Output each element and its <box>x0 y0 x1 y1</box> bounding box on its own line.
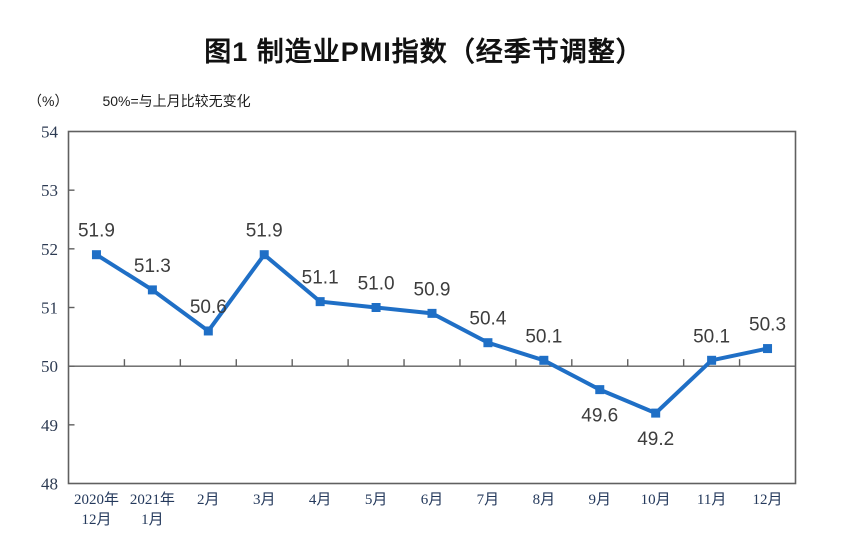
data-point-marker <box>203 326 213 336</box>
y-tick-label: 50 <box>41 357 58 376</box>
x-tick-label: 3月 <box>253 492 276 508</box>
data-point-label: 51.0 <box>358 274 395 295</box>
data-point-label: 50.1 <box>693 326 730 347</box>
data-point-label: 50.3 <box>749 315 786 336</box>
data-point-label: 50.4 <box>469 309 506 330</box>
data-point-marker <box>763 344 773 354</box>
data-point-label: 51.3 <box>134 256 171 277</box>
x-tick-label: 4月 <box>309 492 332 508</box>
x-tick-label: 2月 <box>197 492 220 508</box>
x-tick-label: 2021年 <box>130 491 175 508</box>
data-point-marker <box>259 250 269 260</box>
data-point-label: 50.1 <box>525 326 562 347</box>
data-point-marker <box>315 297 325 307</box>
y-tick-label: 48 <box>41 475 58 494</box>
x-tick-label: 10月 <box>641 492 671 508</box>
data-point-marker <box>595 385 605 395</box>
y-tick-label: 53 <box>41 181 58 200</box>
data-point-label: 49.2 <box>637 429 674 450</box>
data-point-label: 51.9 <box>246 221 283 242</box>
data-point-marker <box>147 285 157 295</box>
data-point-marker <box>91 250 101 260</box>
x-tick-label: 8月 <box>533 492 556 508</box>
chart-title: 图1 制造业PMI指数（经季节调整） <box>204 37 644 67</box>
data-point-marker <box>371 303 381 312</box>
y-tick-label: 54 <box>41 123 59 142</box>
data-point-label: 49.6 <box>581 406 618 427</box>
data-point-marker <box>651 408 661 418</box>
data-point-marker <box>483 338 493 348</box>
y-tick-label: 51 <box>41 299 58 318</box>
data-point-label: 50.9 <box>414 279 451 300</box>
data-point-marker <box>539 355 549 365</box>
data-point-marker <box>707 355 717 365</box>
data-point-label: 50.6 <box>190 297 227 318</box>
x-tick-label: 9月 <box>589 492 612 508</box>
unit-label: （%） <box>28 93 69 109</box>
x-tick-label: 12月 <box>81 512 111 528</box>
x-tick-label: 6月 <box>421 492 444 508</box>
x-tick-label: 1月 <box>141 512 164 528</box>
y-tick-label: 49 <box>41 416 58 435</box>
data-point-marker <box>427 308 437 318</box>
data-point-label: 51.9 <box>78 221 115 242</box>
data-point-label: 51.1 <box>302 268 339 289</box>
x-tick-label: 7月 <box>477 492 500 508</box>
y-tick-label: 52 <box>41 240 58 259</box>
x-tick-label: 2020年 <box>74 491 119 508</box>
x-tick-label: 5月 <box>365 492 388 508</box>
x-tick-label: 12月 <box>753 492 783 508</box>
reference-note: 50%=与上月比较无变化 <box>102 93 251 109</box>
x-tick-label: 11月 <box>697 492 726 508</box>
axis-note-row: （%） 50%=与上月比较无变化 <box>28 91 251 111</box>
